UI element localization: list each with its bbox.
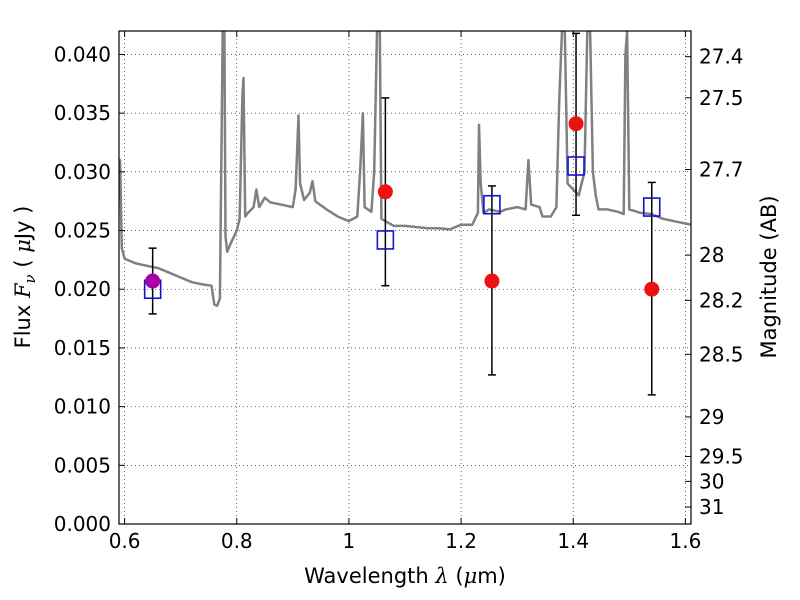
magnitude-tick-label: 31 [699,495,724,519]
magnitude-tick-label: 28.5 [699,342,744,366]
y-axis-label: Flux Fν ( μJy ) [11,206,39,349]
observed-flux-point-first-band [145,273,161,289]
x-axis-ticks: 0.6 0.8 1 1.2 1.4 1.6 [109,31,701,553]
x-axis-label: Wavelength λ (μm) [304,564,506,588]
y-tick-label: 0.015 [54,336,111,360]
grid-lines [119,31,691,525]
model-bandpass-square [376,230,395,250]
x-tick-label: 1.2 [445,529,477,553]
model-bandpass-square [642,197,661,217]
magnitude-tick-label: 27.4 [699,45,744,69]
magnitude-tick-label: 30 [699,469,724,493]
y-tick-label: 0.025 [54,219,111,243]
observed-flux-point [484,273,500,289]
x-tick-label: 0.8 [221,529,253,553]
model-bandpass-square [483,194,501,215]
markers-layer [143,116,661,300]
plot-frame [118,30,692,525]
y-tick-label: 0.010 [54,395,111,419]
y-tick-label: 0.005 [54,453,111,477]
model-spectrum-line [119,31,691,307]
observed-flux-point [377,184,393,200]
x-tick-label: 1 [343,529,356,553]
magnitude-tick-label: 27.7 [699,157,744,181]
y-axis-ticks: 0.000 0.005 0.010 0.015 0.020 0.025 0.030 0.035… [54,42,125,536]
observed-flux-point [568,116,584,132]
y-tick-label: 0.020 [54,277,111,301]
model-bandpass-square [567,156,585,176]
magnitude-axis-label: Magnitude (AB) [757,195,781,358]
y-tick-label: 0.000 [54,512,111,536]
y-tick-label: 0.030 [54,160,111,184]
x-tick-label: 1.4 [557,529,589,553]
y-tick-label: 0.040 [54,42,111,66]
x-tick-label: 1.6 [669,529,701,553]
y-tick-label: 0.035 [54,101,111,125]
magnitude-tick-label: 27.5 [699,86,744,110]
magnitude-tick-label: 28.2 [699,288,744,312]
observed-flux-point [644,281,660,297]
magnitude-tick-label: 29.5 [699,444,744,468]
magnitude-tick-label: 28 [699,243,724,267]
model-spectrum-layer [119,31,691,307]
x-tick-label: 0.6 [109,529,141,553]
magnitude-tick-label: 29 [699,405,724,429]
